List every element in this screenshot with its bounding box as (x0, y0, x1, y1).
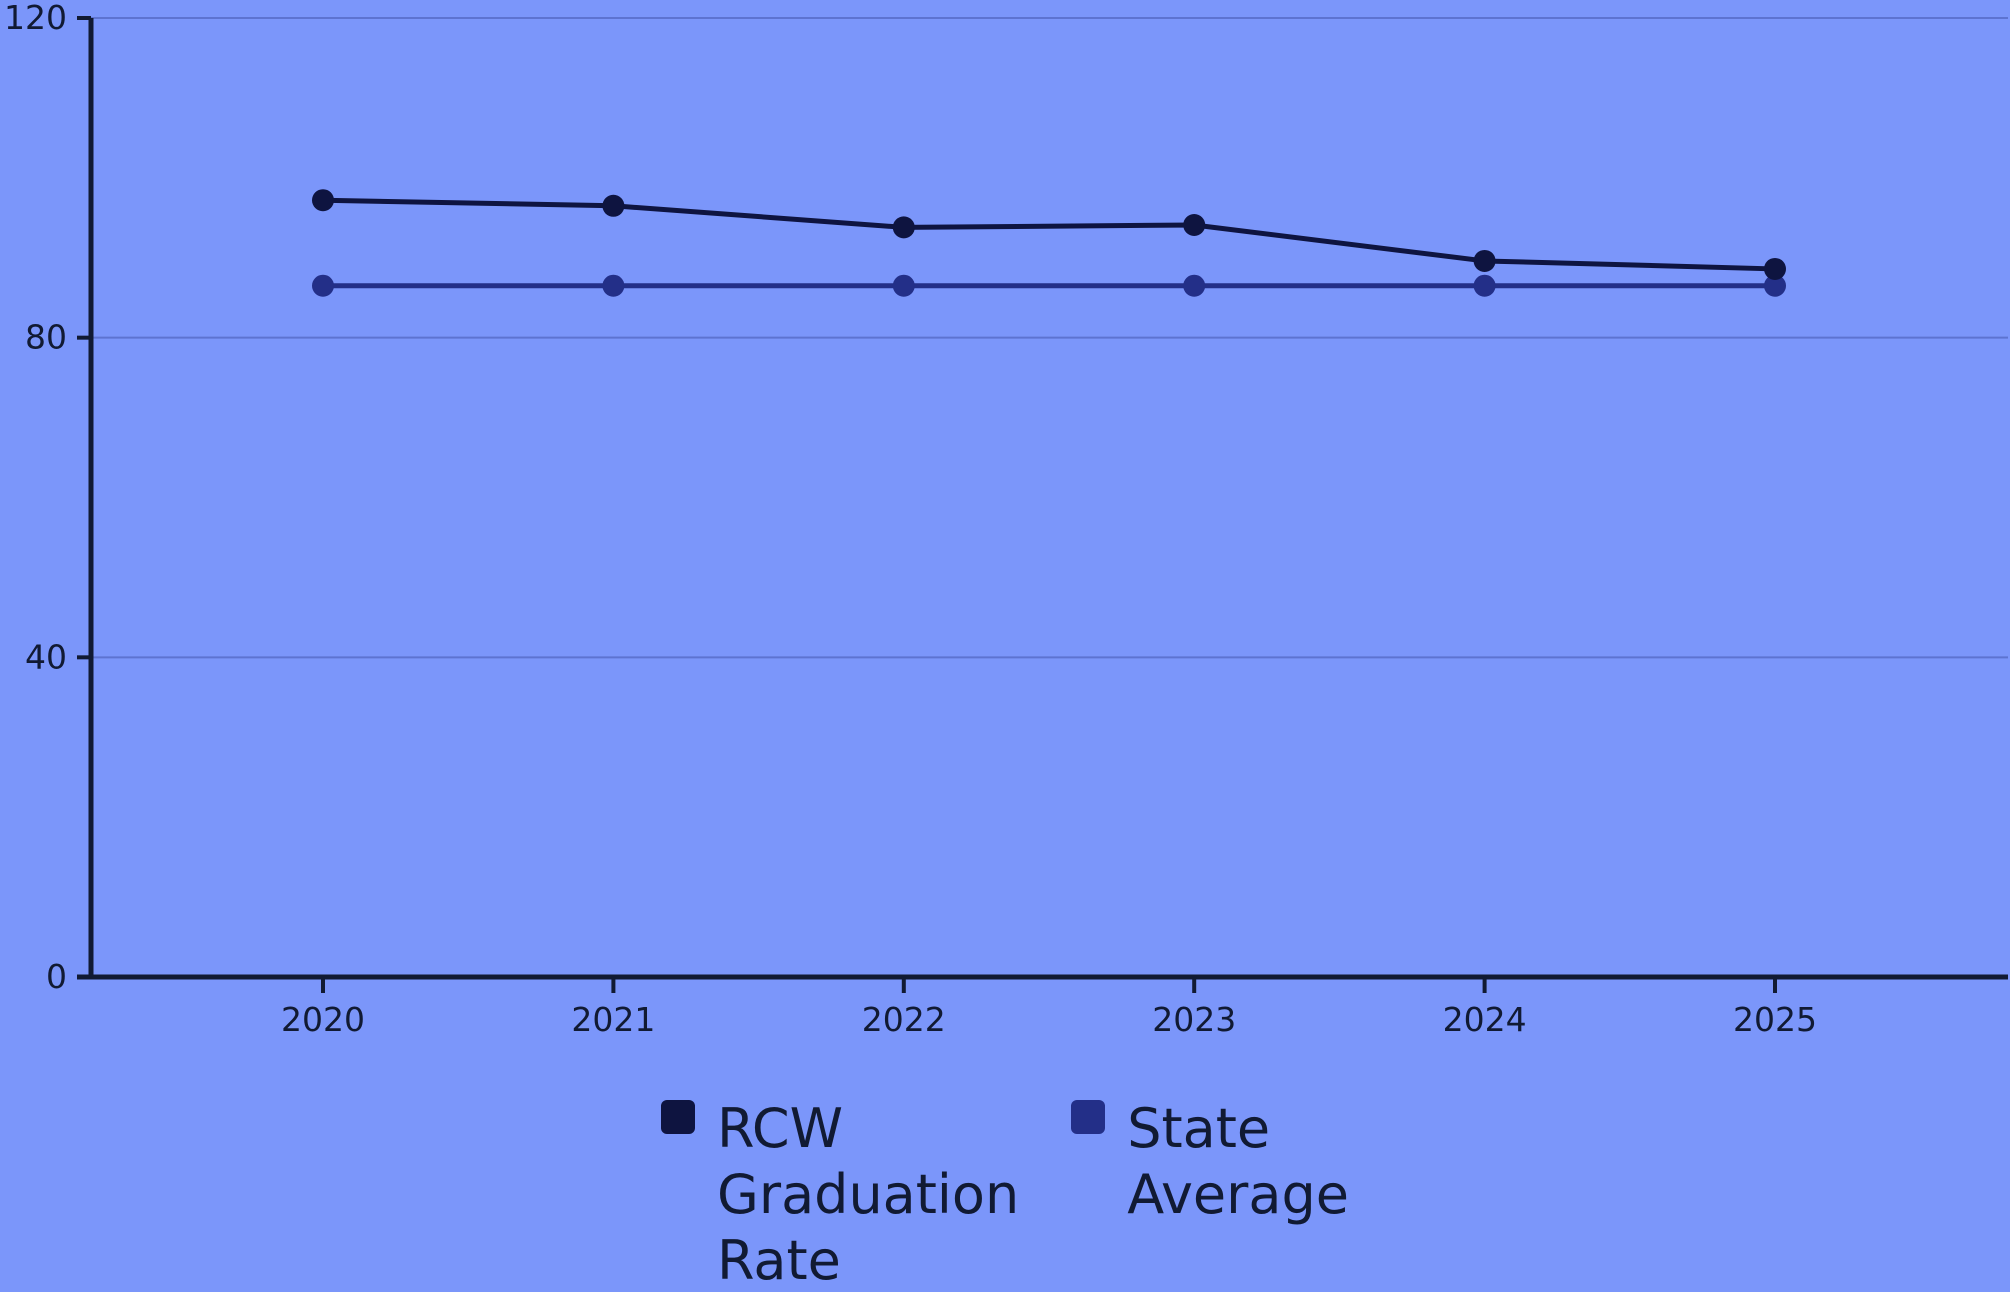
data-point-state-average-2020 (312, 274, 334, 297)
data-point-state-average-2023 (1183, 274, 1206, 297)
x-tick-label: 2020 (281, 1000, 365, 1039)
y-tick-label: 0 (46, 957, 67, 996)
y-tick-label: 120 (4, 0, 67, 37)
data-point-rcw-graduation-rate-2020 (312, 189, 334, 212)
data-point-rcw-graduation-rate-2025 (1764, 257, 1786, 280)
x-tick-label: 2023 (1152, 1000, 1236, 1039)
series-line-rcw-graduation-rate (322, 197, 1776, 272)
x-tick-label: 2022 (862, 1000, 946, 1039)
data-point-rcw-graduation-rate-2023 (1183, 213, 1206, 236)
data-point-rcw-graduation-rate-2022 (892, 216, 915, 239)
axes: 0 40 80 120 2020 2021 2022 2023 2024 2025 (4, 0, 2008, 1039)
y-tick-label: 80 (25, 318, 67, 357)
data-point-state-average-2025 (1764, 274, 1786, 297)
x-tick-label: 2024 (1443, 1000, 1527, 1039)
x-tick-label: 2025 (1733, 1000, 1817, 1039)
data-point-state-average-2024 (1473, 274, 1496, 297)
legend-label-rcw: RCW Graduation Rate (717, 1097, 1020, 1292)
legend: RCW Graduation Rate State Average (0, 1096, 2010, 1292)
legend-item-state-average[interactable]: State Average (1071, 1096, 1349, 1292)
legend-swatch-state (1071, 1100, 1106, 1134)
series (312, 189, 1786, 297)
x-tick-label: 2021 (571, 1000, 655, 1039)
data-point-state-average-2022 (892, 274, 915, 297)
data-point-rcw-graduation-rate-2021 (602, 194, 625, 217)
data-point-rcw-graduation-rate-2024 (1473, 249, 1496, 272)
y-tick-label: 40 (25, 637, 67, 676)
legend-label-state: State Average (1127, 1097, 1349, 1226)
gridlines (91, 17, 2008, 659)
data-point-state-average-2021 (602, 274, 625, 297)
legend-item-rcw-graduation-rate[interactable]: RCW Graduation Rate (661, 1096, 1019, 1292)
legend-swatch-rcw (661, 1100, 696, 1134)
